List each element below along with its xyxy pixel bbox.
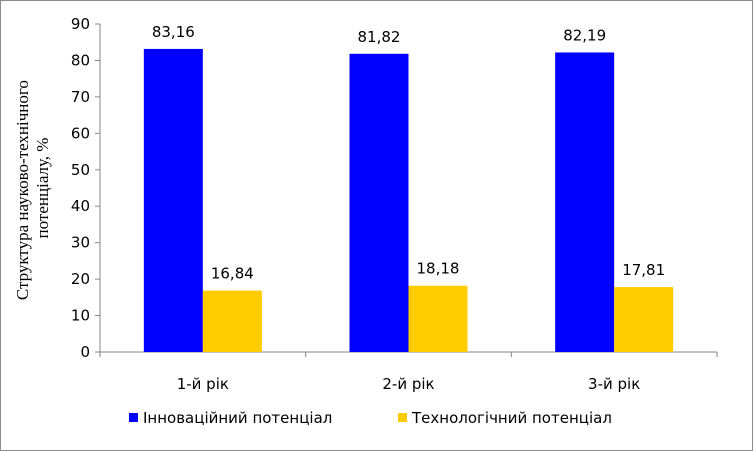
legend-swatch	[398, 413, 407, 422]
data-label: 16,84	[211, 265, 254, 283]
y-tick-label: 20	[71, 270, 90, 288]
category-labels-group: 1-й рік 2-й рік 3-й рік	[177, 375, 641, 393]
bar	[408, 285, 468, 352]
x-axis-ticks	[99, 352, 718, 357]
data-label: 18,18	[417, 260, 460, 278]
category-label: 1-й рік	[177, 375, 229, 393]
y-axis-label-line-1: Структура науково-технічного	[13, 80, 32, 300]
legend-swatch	[129, 413, 138, 422]
data-label: 82,19	[563, 26, 606, 44]
y-tick-label: 70	[71, 88, 90, 106]
y-tick-label: 90	[71, 15, 90, 33]
category-label: 2-й рік	[382, 375, 434, 393]
bar	[143, 48, 203, 352]
y-axis-label-line-2: потенціалу, %	[33, 138, 52, 239]
bar	[202, 290, 262, 352]
bar	[349, 53, 409, 352]
y-tick-label: 10	[71, 307, 90, 325]
y-tick-label: 50	[71, 161, 90, 179]
y-tick-label: 40	[71, 197, 90, 215]
legend: Інноваційний потенціал Технологічний поте…	[129, 409, 612, 427]
legend-label: Інноваційний потенціал	[143, 409, 332, 427]
y-tick-label: 0	[80, 343, 90, 361]
bars-group	[143, 48, 674, 353]
y-axis-label: Структура науково-технічного потенціалу,…	[13, 76, 52, 300]
bar	[555, 52, 615, 353]
y-axis-ticks: 0 10 20 30 40 50 60 70 80 90	[71, 15, 100, 361]
data-labels-group: 83,16 16,84 81,82 18,18 82,19 17,81	[152, 23, 665, 283]
category-label: 3-й рік	[588, 375, 640, 393]
data-label: 83,16	[152, 23, 195, 41]
data-label: 81,82	[358, 28, 401, 46]
y-tick-label: 60	[71, 124, 90, 142]
y-tick-label: 80	[71, 51, 90, 69]
y-tick-label: 30	[71, 234, 90, 252]
bar	[614, 287, 674, 352]
legend-label: Технологічний потенціал	[411, 409, 612, 427]
data-label: 17,81	[622, 261, 665, 279]
